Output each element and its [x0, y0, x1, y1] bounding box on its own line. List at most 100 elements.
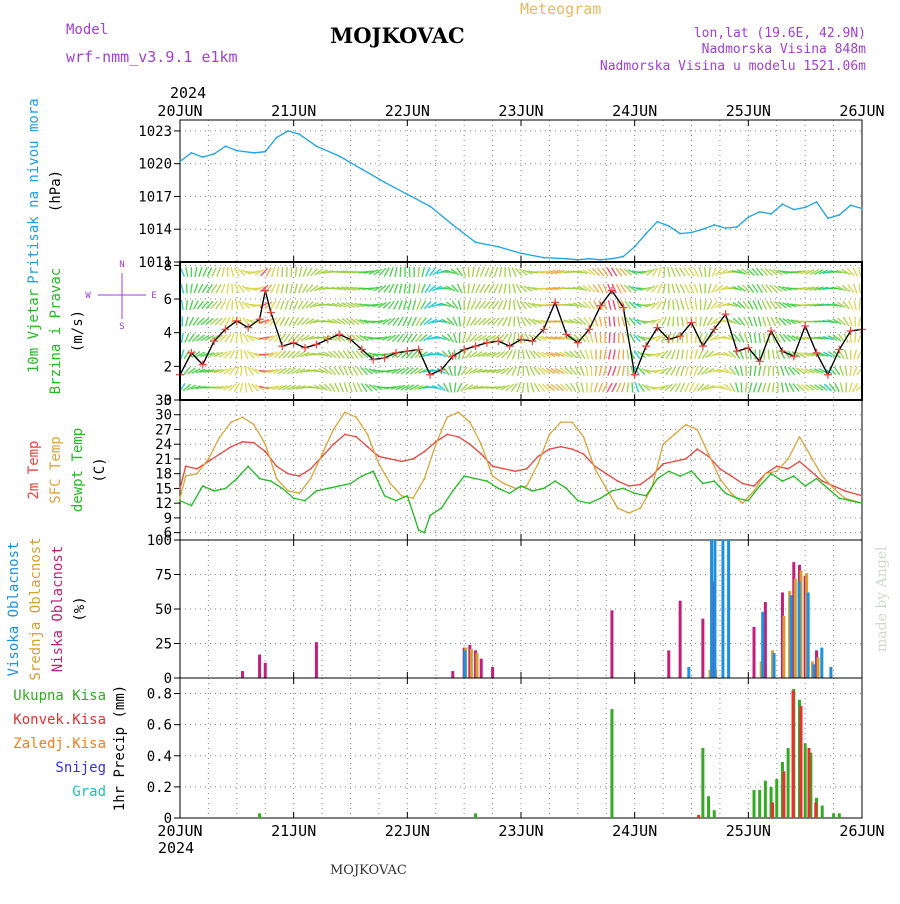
temp2m-data-point	[412, 458, 414, 460]
sfc-data-point	[242, 416, 244, 418]
wind-arrow	[468, 284, 469, 294]
wind-arrow	[452, 301, 458, 309]
total_precip-bar	[258, 813, 261, 818]
dewpt-data-point	[281, 488, 283, 490]
temp2m-data-point	[401, 461, 403, 463]
wind-arrow	[663, 284, 665, 294]
dewpt-data-point	[327, 488, 329, 490]
sfc-data-point	[367, 433, 369, 435]
wind-arrow	[652, 285, 659, 292]
low_cloud-bar	[264, 663, 267, 678]
sfc-data-point	[605, 488, 607, 490]
sfc-data-point	[594, 468, 596, 470]
wind-arrow	[295, 284, 298, 294]
wind-arrow	[517, 383, 521, 392]
wind-arrow	[409, 284, 410, 294]
temp2m-data-point	[662, 463, 664, 465]
wind-arrow	[635, 383, 638, 393]
wind-arrow	[682, 317, 684, 327]
wind-arrow	[663, 300, 666, 309]
dewpt-data-point	[293, 497, 295, 499]
wind-arrow	[681, 300, 684, 310]
pressure-data-point	[384, 181, 386, 183]
pressure-data-point	[759, 211, 761, 213]
wind-arrow	[413, 300, 416, 310]
wind-arrow	[504, 284, 506, 294]
sfc-data-point	[730, 492, 732, 494]
pressure-data-point	[702, 228, 704, 230]
y-tick-label: 1023	[138, 124, 172, 140]
dewpt-data-point	[679, 475, 681, 477]
wind-arrow	[182, 300, 183, 310]
wind-arrow	[522, 350, 524, 360]
wind-arrow	[711, 301, 717, 309]
wind-arrow	[413, 284, 414, 294]
wind-arrow	[764, 333, 765, 343]
y-tick-label: 33	[155, 393, 172, 409]
pressure-data-point	[850, 204, 852, 206]
dewpt-data-point	[441, 507, 443, 509]
dewpt-data-point	[304, 500, 306, 502]
dewpt-data-point	[543, 488, 545, 490]
wind-arrow	[599, 366, 601, 376]
wind-arrow	[585, 350, 588, 359]
wind-arrow	[763, 317, 766, 327]
y-tick-label: 25	[155, 637, 172, 653]
precip-legend-item: Zaledj.Kisa	[13, 736, 106, 752]
dewpt-data-point	[668, 470, 670, 472]
dewpt-data-point	[702, 483, 704, 485]
wind-arrow	[695, 333, 696, 343]
wind-arrow	[468, 267, 469, 277]
temp2m-data-point	[821, 480, 823, 482]
wind-arrow	[632, 383, 633, 393]
sfc-data-point	[821, 475, 823, 477]
date-label-top: 25JUN	[726, 102, 771, 120]
wind-arrow	[609, 350, 611, 360]
date-label-bottom: 23JUN	[498, 822, 543, 840]
wind-arrow	[458, 300, 461, 310]
wind-arrow	[618, 350, 619, 360]
wind-speed-marker	[699, 342, 707, 350]
wind-arrow	[672, 284, 674, 294]
mid_cloud-bar	[794, 579, 797, 678]
wind-arrow	[768, 383, 770, 393]
wind-arrow	[599, 383, 603, 392]
temp2m-data-point	[776, 465, 778, 467]
wind-arrow	[576, 383, 580, 392]
temp2m-data-point	[685, 458, 687, 460]
wind-arrow	[227, 284, 229, 294]
high_cloud-bar	[829, 667, 832, 678]
precip-legend-item: Ukupna Kisa	[13, 688, 106, 704]
wind-arrow	[740, 366, 742, 376]
wind-arrow	[849, 317, 852, 327]
wind-arrow	[623, 333, 624, 343]
dewpt-data-point	[395, 500, 397, 502]
dewpt-data-point	[350, 483, 352, 485]
temp2m-data-point	[423, 451, 425, 453]
temp2m-data-point	[639, 484, 641, 486]
total_precip-bar	[707, 796, 710, 818]
dewpt-data-point	[190, 505, 192, 507]
pressure-data-point	[725, 227, 727, 229]
wind-arrow	[212, 267, 216, 276]
wind-speed-marker	[278, 342, 286, 350]
wind-arrow	[404, 300, 407, 310]
wind-arrow	[513, 350, 516, 359]
dewpt-data-point	[486, 480, 488, 482]
date-label-bottom: 25JUN	[726, 822, 771, 840]
wind-arrow	[353, 383, 357, 392]
wind-arrow	[238, 285, 244, 293]
wind-arrow	[768, 350, 769, 360]
conv_precip-bar	[799, 706, 802, 818]
wind-arrow	[694, 284, 697, 293]
sfc-data-point	[276, 478, 278, 480]
wind-arrow	[467, 300, 469, 310]
mid_cloud-bar	[476, 653, 479, 678]
low_cloud-bar	[451, 671, 454, 678]
wind-arrow	[476, 284, 480, 293]
dewpt-data-point	[600, 497, 602, 499]
date-label-top: 24JUN	[612, 102, 657, 120]
wind-arrow	[708, 284, 711, 294]
dewpt-data-point	[645, 495, 647, 497]
wind-arrow	[700, 284, 702, 294]
